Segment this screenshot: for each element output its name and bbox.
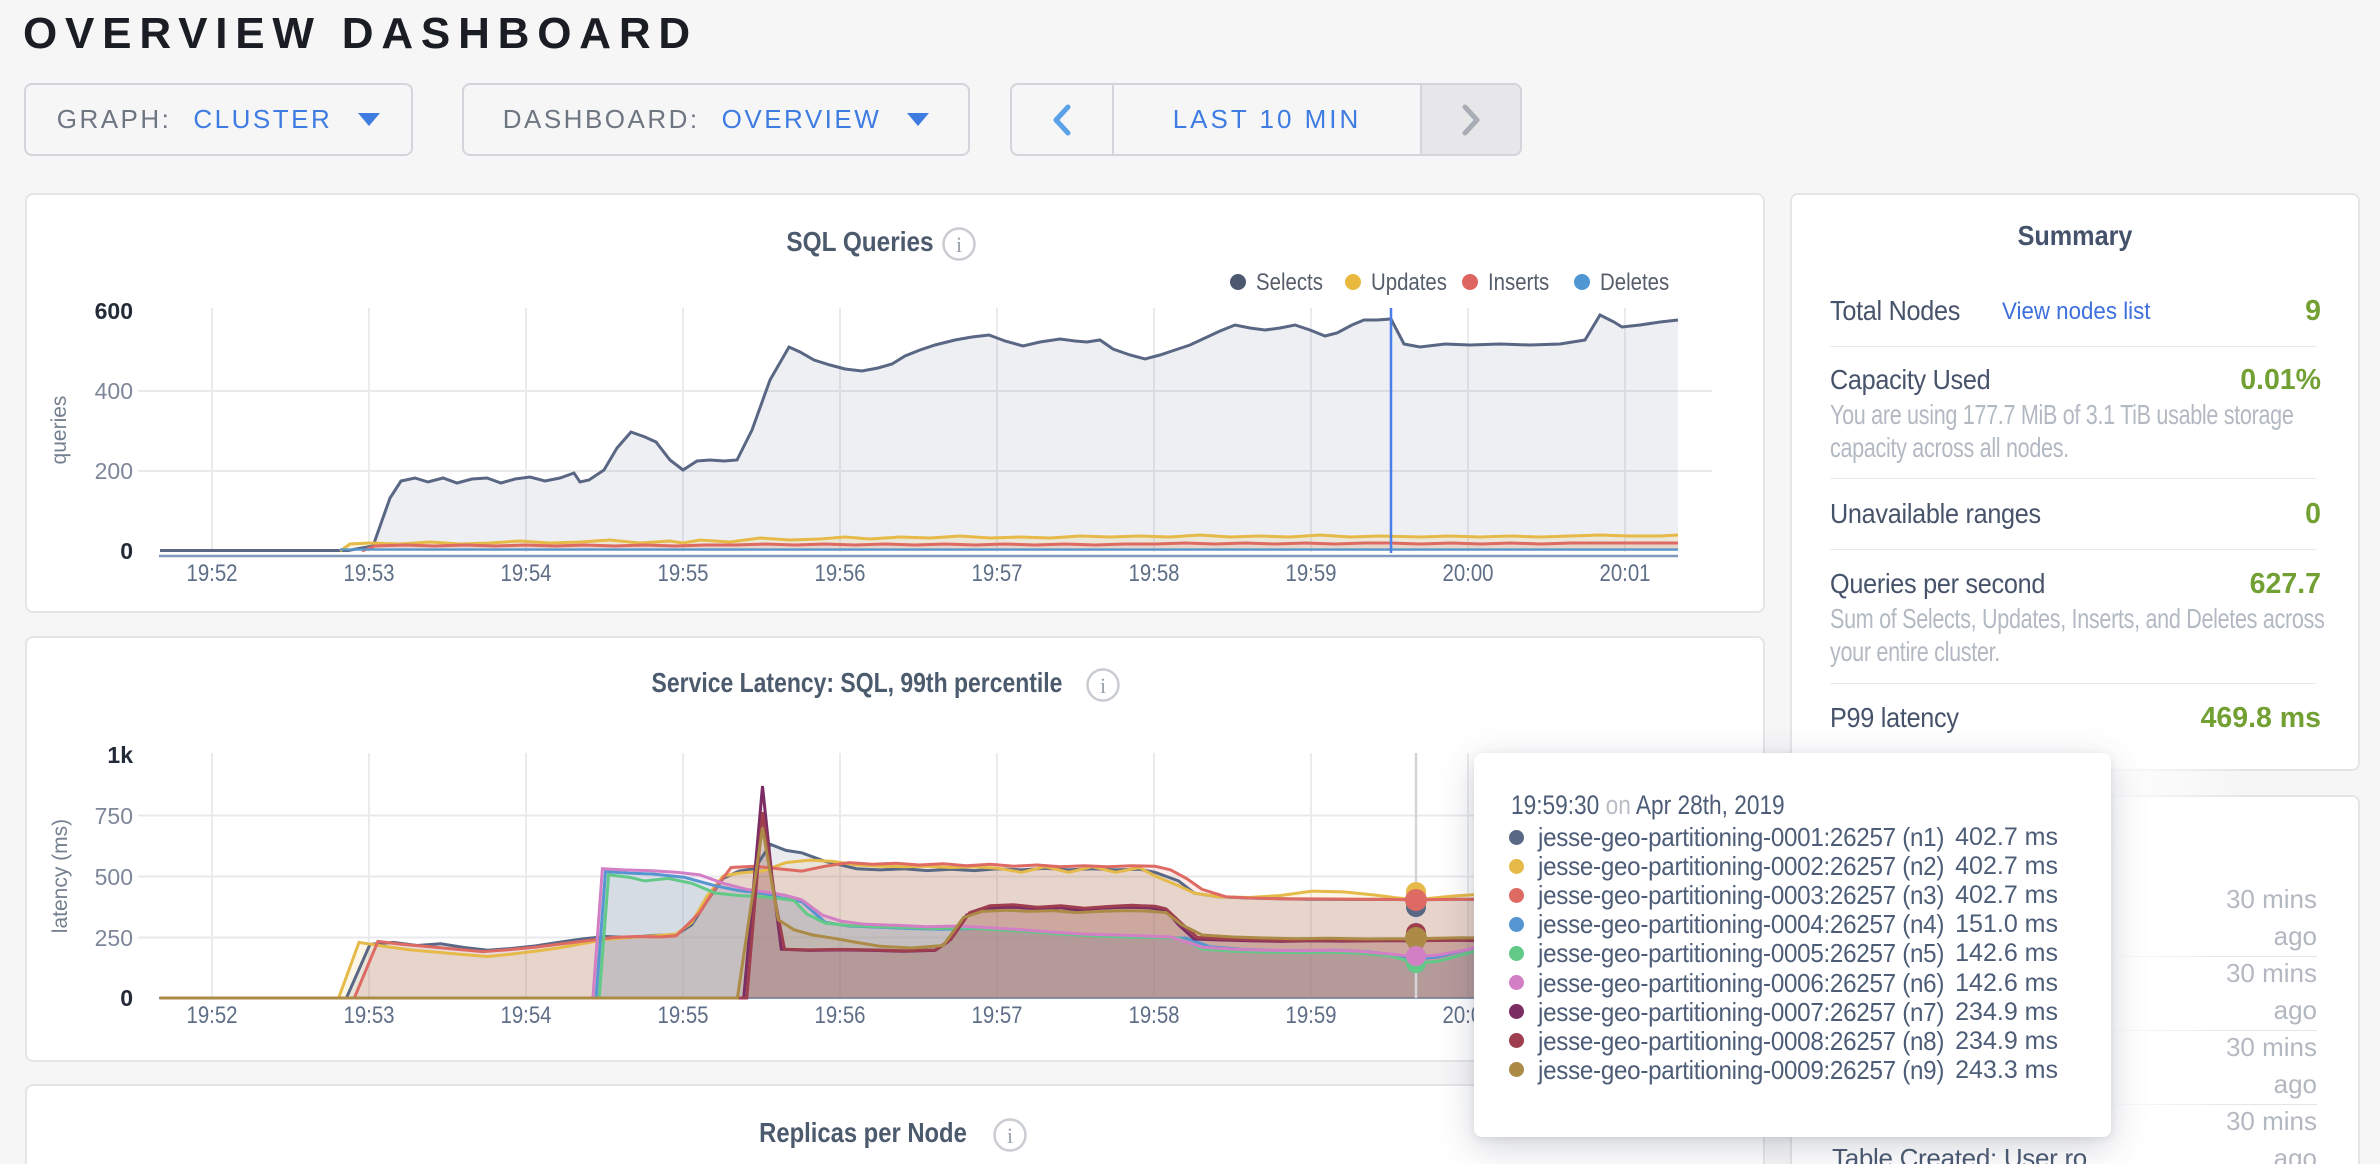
svg-text:i: i: [1100, 673, 1106, 698]
svg-text:i: i: [1007, 1123, 1013, 1148]
svg-text:i: i: [956, 232, 962, 257]
